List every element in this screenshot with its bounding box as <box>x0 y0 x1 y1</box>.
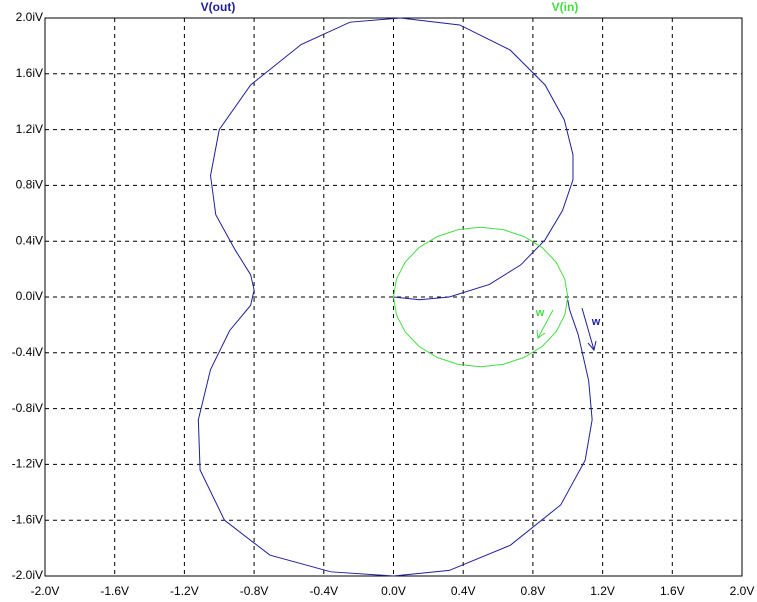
series-line <box>197 17 593 577</box>
blue-arrow-head <box>587 340 597 352</box>
y-tick-label: 1.6iV <box>16 66 43 80</box>
annotation: w <box>591 316 601 328</box>
y-tick-label: 0.8iV <box>16 178 43 192</box>
y-tick-label: 0.0iV <box>16 289 43 303</box>
y-tick-label: -1.6iV <box>12 512 43 526</box>
x-tick-label: 1.2V <box>590 584 615 598</box>
y-tick-label: -1.2iV <box>12 457 43 471</box>
x-tick-label: 0.8V <box>521 584 546 598</box>
legend-label: V(in) <box>552 0 579 14</box>
x-tick-label: -1.2V <box>170 584 199 598</box>
y-tick-label: 2.0iV <box>16 10 43 24</box>
y-tick-label: -0.8iV <box>12 401 43 415</box>
green-arrow <box>537 309 554 339</box>
blue-arrow <box>581 307 595 351</box>
x-tick-label: 0.4V <box>451 584 476 598</box>
green-arrow-head <box>536 329 546 339</box>
x-tick-label: -0.4V <box>309 584 338 598</box>
y-tick-label: -0.4iV <box>12 345 43 359</box>
y-tick-label: -2.0iV <box>12 568 43 582</box>
x-tick-label: 2.0V <box>730 584 755 598</box>
x-tick-label: -2.0V <box>31 584 60 598</box>
x-tick-label: -0.8V <box>240 584 269 598</box>
x-tick-label: 1.6V <box>660 584 685 598</box>
series-line <box>392 226 569 368</box>
y-tick-label: 1.2iV <box>16 122 43 136</box>
legend-label: V(out) <box>201 0 236 14</box>
y-tick-label: 0.4iV <box>16 233 43 247</box>
x-tick-label: -1.6V <box>100 584 129 598</box>
annotation: w <box>535 307 545 319</box>
x-tick-label: 0.0V <box>381 584 406 598</box>
